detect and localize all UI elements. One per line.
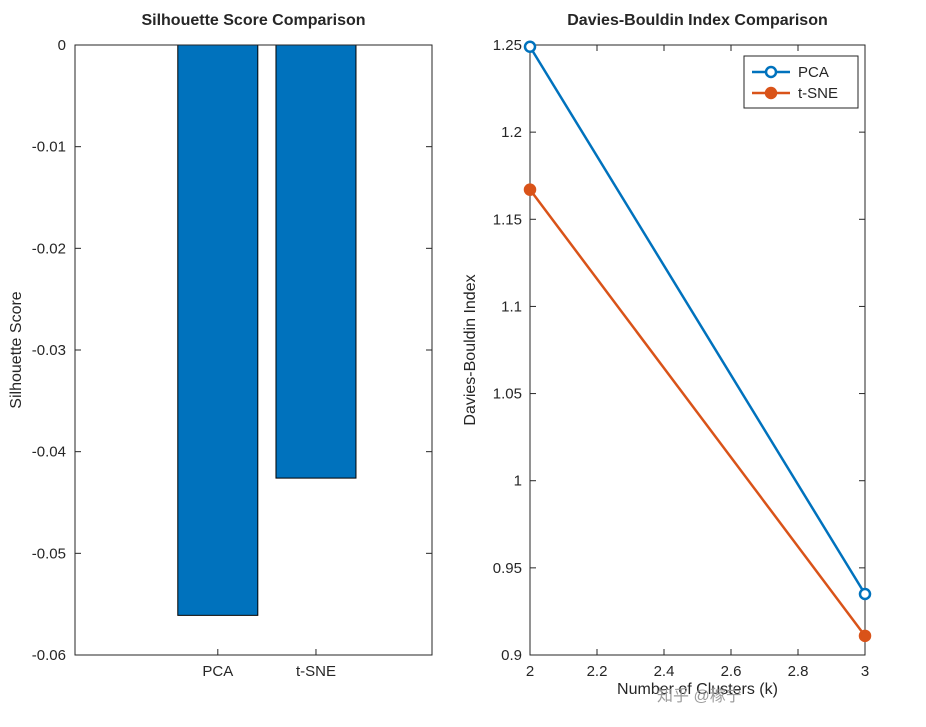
bar-chart-ylabel: Silhouette Score [8,291,25,409]
y-tick-label: -0.01 [32,139,66,156]
x-tick-label: t-SNE [296,663,336,680]
data-point-t-SNE [523,183,537,196]
legend-label: t-SNE [798,85,838,102]
y-tick-label: 1.2 [501,124,522,141]
y-tick-label: 1.25 [493,37,522,54]
data-point-t-SNE [858,629,872,643]
y-tick-label: -0.06 [32,647,66,664]
y-tick-label: 0 [58,37,66,54]
bar-chart-title: Silhouette Score Comparison [141,12,366,29]
y-tick-label: -0.03 [32,342,66,359]
line-chart-title: Davies-Bouldin Index Comparison [567,12,828,29]
legend-sample-marker [764,65,778,79]
watermark: 知乎 @稼宁 [657,688,742,705]
data-point-PCA [858,587,872,601]
legend-box [743,55,859,109]
y-tick-label: -0.04 [32,444,66,461]
y-tick-label: 1.15 [493,211,522,228]
y-tick-label: -0.02 [32,240,66,257]
x-tick-label: 2.2 [587,663,608,680]
data-point-PCA [523,40,537,53]
x-tick-label: 2.4 [654,663,675,680]
line-chart-xlabel: Number of Clusters (k) [617,681,778,698]
x-tick-label: 2 [526,663,534,680]
bar-PCA [177,44,259,616]
legend-sample-marker [764,86,778,100]
x-tick-label: 2.6 [721,663,742,680]
x-tick-label: PCA [202,663,233,680]
y-tick-label: 0.95 [493,560,522,577]
y-tick-label: -0.05 [32,545,66,562]
x-tick-label: 3 [861,663,869,680]
x-tick-label: 2.8 [788,663,809,680]
plot-box [529,44,866,656]
y-tick-label: 1 [514,473,522,490]
series-line-PCA [528,46,867,595]
line-chart-ylabel: Davies-Bouldin Index [462,274,479,426]
series-line-t-SNE [529,188,866,637]
y-tick-label: 1.1 [501,298,522,315]
y-tick-label: 0.9 [501,647,522,664]
legend-label: PCA [798,64,829,81]
y-tick-label: 1.05 [493,386,522,403]
bar-t-SNE [275,44,357,479]
